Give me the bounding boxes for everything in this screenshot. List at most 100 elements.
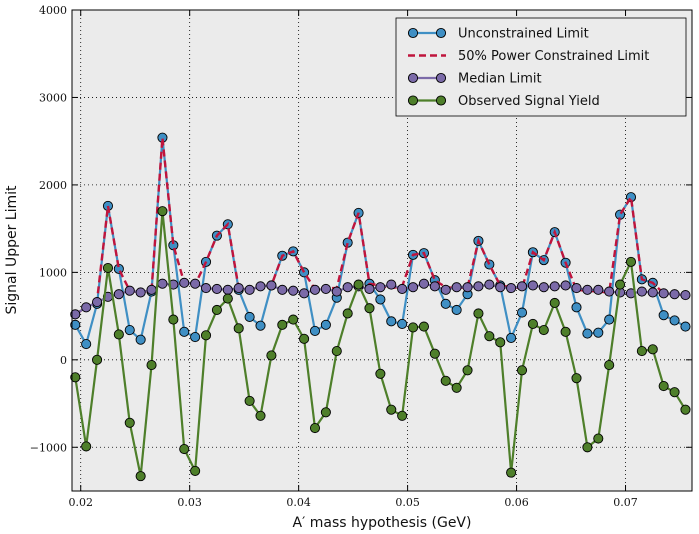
data-point: [516, 281, 528, 292]
data-point: [604, 360, 615, 371]
data-point: [680, 404, 691, 415]
data-point: [658, 288, 669, 299]
x-tick-label: 0.06: [504, 496, 529, 509]
data-point: [81, 441, 92, 452]
data-point: [353, 279, 364, 290]
x-tick-label: 0.02: [68, 496, 93, 509]
plot-frame: [71, 9, 693, 492]
data-point: [200, 330, 212, 341]
data-point: [102, 262, 114, 274]
legend-swatch-marker: [435, 72, 447, 84]
data-point: [375, 368, 386, 379]
data-point: [320, 407, 331, 418]
data-point: [516, 365, 528, 376]
data-point: [397, 410, 408, 421]
data-point: [473, 308, 484, 319]
data-point: [506, 332, 517, 344]
data-point: [407, 322, 419, 333]
data-point: [484, 279, 495, 290]
data-point: [70, 319, 81, 330]
data-point: [418, 321, 430, 332]
data-point: [538, 282, 549, 293]
data-point: [266, 350, 277, 361]
data-point: [397, 318, 408, 330]
data-point: [516, 307, 528, 318]
data-point: [484, 331, 495, 342]
data-point: [440, 284, 451, 295]
data-point: [484, 259, 495, 270]
data-point: [527, 318, 538, 330]
legend-swatch-marker: [435, 95, 447, 106]
data-point: [560, 326, 571, 337]
series-layer: [70, 132, 691, 482]
data-point: [299, 288, 310, 299]
data-point: [331, 346, 342, 357]
data-point: [320, 283, 331, 295]
data-point: [680, 290, 691, 301]
legend-swatch-marker: [407, 95, 419, 106]
data-point: [233, 283, 244, 294]
data-point: [277, 284, 288, 295]
data-point: [386, 316, 397, 327]
data-point: [625, 256, 637, 267]
data-point: [277, 319, 288, 330]
y-tick-label: 3000: [39, 91, 67, 104]
data-point: [440, 298, 451, 309]
x-tick-label: 0.07: [613, 496, 638, 509]
data-point: [299, 333, 310, 344]
data-point: [124, 417, 135, 428]
data-point: [386, 279, 397, 290]
data-point: [179, 443, 190, 455]
x-tick-label: 0.05: [395, 496, 420, 509]
data-point: [146, 284, 157, 295]
data-point: [113, 289, 124, 300]
data-point: [190, 278, 201, 289]
data-point: [582, 442, 593, 453]
data-point: [429, 281, 440, 292]
data-point: [669, 315, 680, 326]
data-point: [190, 465, 201, 476]
data-point: [680, 321, 691, 332]
data-point: [211, 283, 222, 295]
data-point: [429, 348, 440, 359]
data-point: [386, 404, 397, 415]
data-point: [113, 329, 124, 340]
data-point: [375, 294, 386, 305]
data-point: [495, 282, 506, 293]
data-point: [255, 410, 266, 421]
data-point: [506, 283, 517, 294]
y-tick-label: 2000: [39, 179, 67, 192]
data-point: [200, 283, 212, 294]
legend-item: Observed Signal Yield: [407, 94, 600, 109]
data-point: [179, 326, 190, 337]
data-point: [124, 325, 135, 336]
data-point: [473, 281, 484, 292]
data-point: [309, 284, 321, 295]
legend-label: Unconstrained Limit: [458, 27, 589, 42]
data-point: [495, 337, 506, 348]
data-point: [462, 365, 473, 376]
data-point: [135, 287, 146, 298]
legend-item: Median Limit: [407, 72, 542, 87]
data-point: [560, 280, 571, 291]
data-point: [244, 311, 255, 323]
data-point: [146, 360, 157, 371]
data-point: [70, 309, 81, 320]
data-point: [70, 372, 81, 383]
series-3: [70, 206, 691, 482]
data-point: [397, 283, 408, 295]
data-point: [375, 282, 386, 293]
y-tick-label: 0: [60, 354, 67, 367]
data-point: [451, 382, 462, 393]
data-point: [157, 206, 168, 217]
data-point: [81, 302, 92, 313]
data-point: [636, 346, 647, 357]
legend-swatch-marker: [407, 27, 419, 39]
data-point: [309, 422, 321, 434]
data-point: [593, 433, 604, 444]
legend-item: Unconstrained Limit: [407, 27, 589, 42]
x-tick-label: 0.04: [286, 496, 311, 509]
data-point: [604, 286, 615, 297]
data-point: [222, 284, 233, 295]
data-point: [190, 332, 201, 343]
